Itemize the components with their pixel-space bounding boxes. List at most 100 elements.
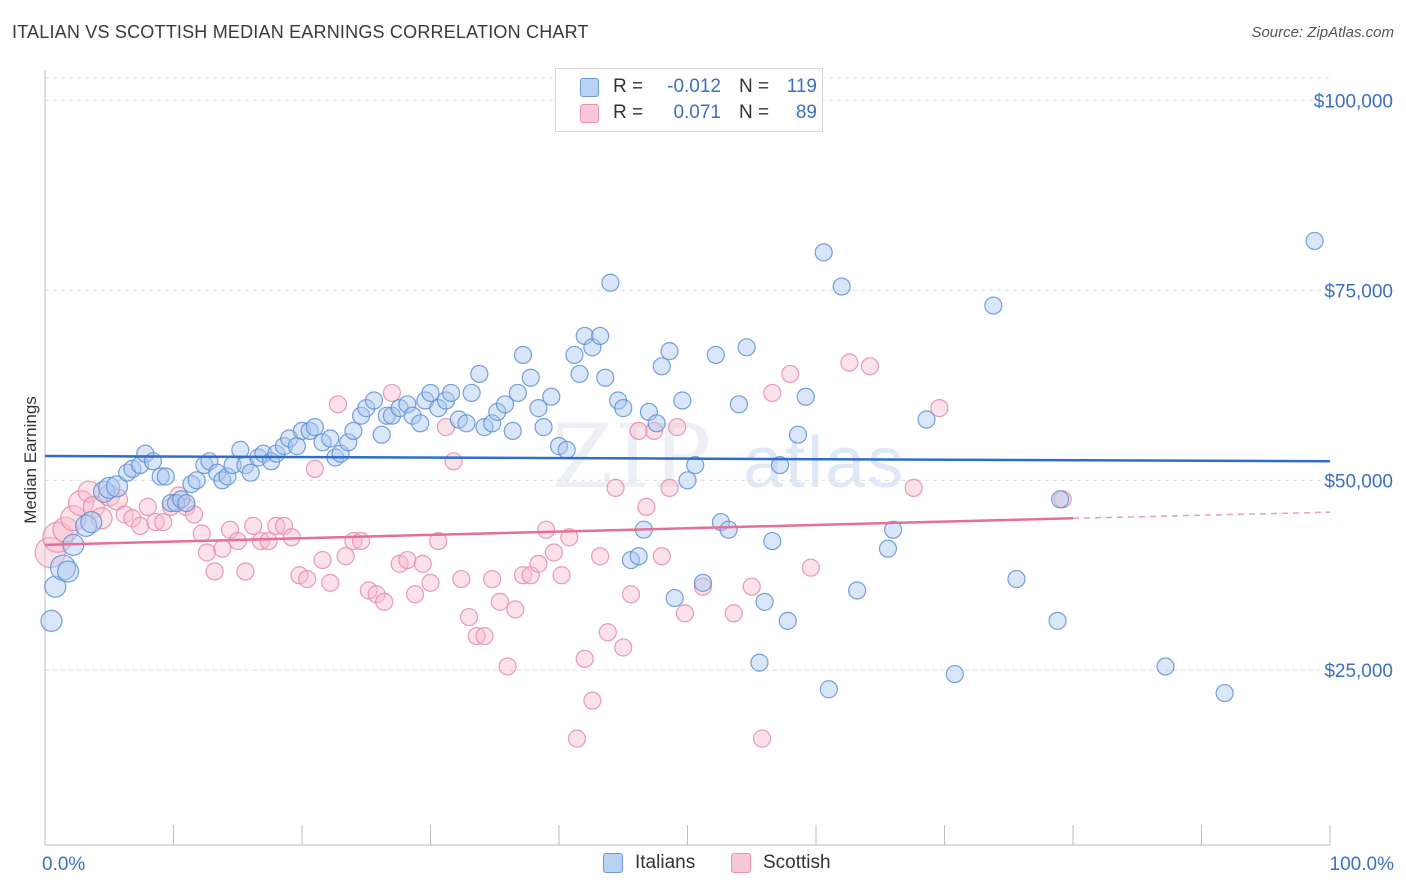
- point-italians: [357, 399, 376, 418]
- point-scottish: [567, 729, 587, 748]
- point-italians: [770, 455, 790, 475]
- r-label: R =: [613, 102, 644, 123]
- point-italians: [151, 467, 170, 486]
- point-italians: [693, 573, 713, 592]
- point-italians: [591, 326, 610, 346]
- point-italians: [557, 440, 576, 460]
- series-scottish: [34, 353, 1072, 748]
- point-italians: [80, 510, 103, 534]
- point-scottish: [840, 353, 859, 372]
- point-italians: [98, 476, 121, 499]
- point-italians: [495, 395, 515, 414]
- point-italians: [788, 425, 808, 444]
- point-scottish: [328, 395, 348, 414]
- point-italians: [513, 345, 533, 365]
- n-label: N =: [739, 102, 770, 123]
- point-italians: [729, 395, 749, 414]
- point-italians: [750, 653, 769, 672]
- point-italians: [629, 547, 648, 566]
- point-italians: [534, 418, 553, 437]
- point-italians: [321, 429, 340, 448]
- series-italians: [40, 231, 1324, 703]
- point-italians: [686, 455, 705, 475]
- point-italians: [1156, 657, 1175, 676]
- point-scottish: [467, 626, 486, 646]
- r-value: 0.071: [673, 102, 721, 123]
- x-tick-label-min: 0.0%: [42, 854, 85, 875]
- stats-row-italians: R = -0.012 N = 119: [580, 74, 817, 100]
- point-scottish: [336, 547, 355, 566]
- point-italians: [441, 383, 461, 403]
- series-legend: Italians Scottish: [0, 852, 1406, 878]
- point-italians: [601, 273, 620, 292]
- trend-line-italians: [44, 454, 1331, 463]
- point-italians: [678, 471, 697, 490]
- point-italians: [429, 399, 448, 418]
- scottish-legend-swatch: [731, 853, 751, 873]
- point-scottish: [498, 657, 517, 676]
- point-scottish: [236, 562, 255, 581]
- point-italians: [570, 364, 589, 384]
- point-scottish: [513, 566, 533, 585]
- point-scottish: [930, 399, 949, 418]
- point-scottish: [752, 729, 772, 748]
- r-value: -0.012: [667, 76, 721, 97]
- point-italians: [1048, 611, 1067, 630]
- point-italians: [105, 475, 129, 498]
- point-italians: [652, 357, 671, 376]
- point-italians: [462, 383, 481, 403]
- point-scottish: [860, 357, 880, 376]
- point-italians: [814, 243, 833, 262]
- point-italians: [917, 410, 936, 429]
- point-italians: [488, 402, 507, 422]
- legend-item-scottish[interactable]: Scottish: [731, 852, 831, 874]
- y-axis-label: Median Earnings: [21, 396, 40, 524]
- point-scottish: [352, 531, 371, 551]
- point-italians: [1007, 569, 1026, 589]
- point-scottish: [724, 604, 743, 623]
- italians-swatch: [580, 77, 599, 97]
- point-scottish: [629, 421, 648, 441]
- legend-item-italians[interactable]: Italians: [603, 852, 695, 874]
- point-italians: [403, 406, 422, 425]
- trend-line-scottish: [44, 517, 1074, 547]
- point-italians: [136, 444, 155, 463]
- stats-legend: R = -0.012 N = 119 R = 0.071 N = 89: [555, 68, 823, 132]
- point-italians: [57, 560, 80, 583]
- legend-label-scottish: Scottish: [763, 852, 831, 873]
- point-italians: [364, 391, 384, 410]
- point-scottish: [763, 383, 782, 403]
- point-italians: [44, 575, 67, 598]
- point-scottish: [506, 600, 525, 619]
- point-scottish: [452, 569, 471, 589]
- source-label: Source: ZipAtlas.com: [1251, 24, 1394, 41]
- point-scottish: [668, 418, 687, 437]
- r-label: R =: [613, 76, 644, 97]
- point-italians: [421, 383, 440, 403]
- scottish-swatch: [580, 103, 599, 123]
- point-italians: [660, 342, 679, 361]
- n-value: 89: [795, 102, 817, 123]
- point-italians: [819, 680, 838, 699]
- point-scottish: [781, 364, 800, 384]
- point-italians: [796, 387, 815, 406]
- point-italians: [665, 588, 684, 608]
- watermark-atlas: atlas: [743, 423, 906, 503]
- point-scottish: [375, 592, 394, 611]
- point-scottish: [321, 573, 340, 592]
- point-scottish: [742, 577, 761, 596]
- point-italians: [187, 471, 206, 490]
- n-label: N =: [739, 76, 770, 97]
- point-italians: [521, 368, 540, 387]
- point-scottish: [621, 585, 641, 604]
- point-scottish: [298, 569, 317, 589]
- point-italians: [647, 414, 666, 433]
- point-scottish: [138, 497, 157, 516]
- point-italians: [755, 592, 774, 611]
- y-tick-label: $75,000: [1324, 281, 1393, 302]
- point-italians: [565, 345, 584, 365]
- point-italians: [470, 364, 489, 384]
- point-scottish: [197, 543, 217, 562]
- point-italians: [398, 395, 417, 414]
